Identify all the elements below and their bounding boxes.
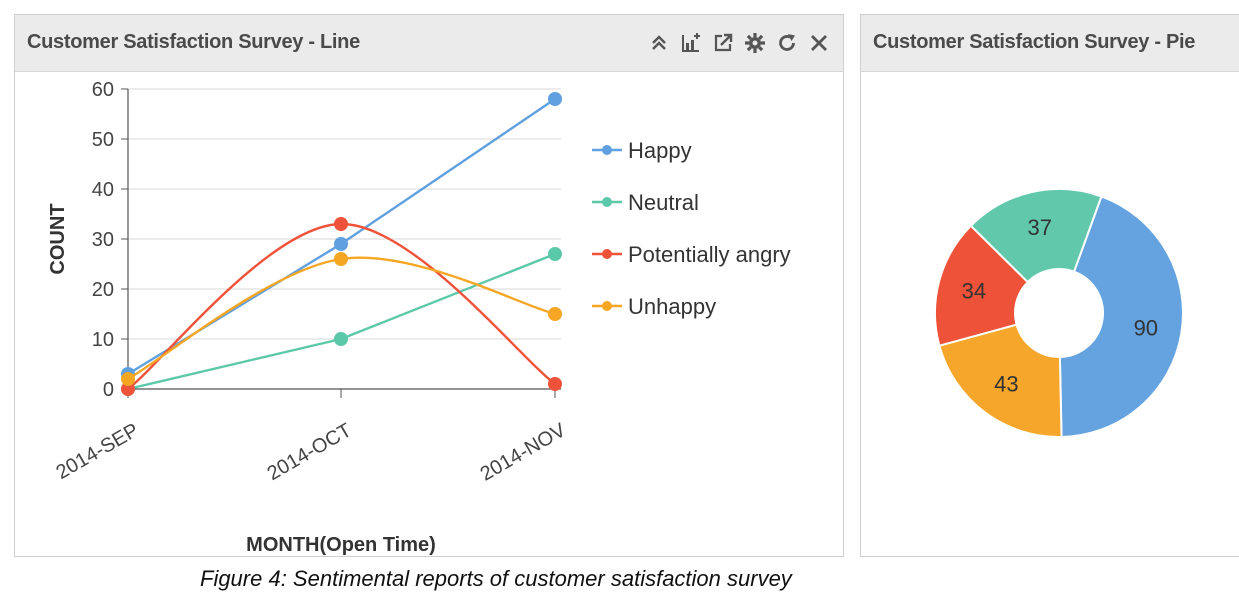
x-tick-label: 2014-OCT [264, 419, 356, 485]
line-chart: 0 10 20 30 40 50 60 2014-SEP 2014-OCT 2014-NOV MON… [47, 79, 791, 556]
y-tick-label: 50 [92, 129, 114, 151]
legend-label: Happy [628, 138, 692, 163]
pie-slice-label: 37 [1027, 215, 1051, 240]
gear-icon[interactable] [743, 31, 767, 55]
pie-chart: 90 43 34 37 [934, 188, 1184, 438]
y-tick-label: 60 [92, 79, 114, 101]
data-point-potentially-angry [548, 377, 562, 391]
pie-panel-header: Customer Satisfaction Survey - Pie [861, 15, 1239, 72]
legend-swatch-marker [602, 301, 612, 311]
y-tick-label: 10 [92, 329, 114, 351]
y-tick-label: 30 [92, 229, 114, 251]
pie-slice-neutral [969, 188, 1103, 284]
series-line-unhappy [127, 256, 556, 381]
line-chart-panel: Customer Satisfaction Survey - Line 0 10 2… [14, 14, 844, 557]
pie-slice-unhappy [938, 323, 1063, 438]
pie-chart-panel: Customer Satisfaction Survey - Pie 90 43 3… [860, 14, 1239, 557]
popout-icon[interactable] [711, 31, 735, 55]
legend-label: Unhappy [628, 294, 716, 319]
line-panel-toolbar [647, 31, 831, 55]
chart-export-icon[interactable] [679, 31, 703, 55]
collapse-icon[interactable] [647, 31, 671, 55]
data-point-happy [334, 237, 348, 251]
data-point-neutral [334, 332, 348, 346]
data-point-unhappy [548, 307, 562, 321]
data-point-potentially-angry [334, 217, 348, 231]
y-axis-title: COUNT [47, 203, 69, 274]
close-icon[interactable] [807, 31, 831, 55]
legend-swatch-marker [602, 249, 612, 259]
pie-panel-title: Customer Satisfaction Survey - Pie [873, 31, 1196, 53]
data-point-happy [548, 92, 562, 106]
legend-swatch-marker [602, 197, 612, 207]
pie-slice-potentially-angry [934, 224, 1030, 347]
x-tick-label: 2014-SEP [53, 419, 143, 484]
data-point-unhappy [121, 372, 135, 386]
y-tick-label: 20 [92, 279, 114, 301]
pie-slice-label: 34 [962, 279, 986, 304]
pie-slice-label: 43 [994, 371, 1018, 396]
pie-slice-happy [1058, 195, 1184, 438]
pie-slice-label: 90 [1134, 315, 1158, 340]
legend-label: Neutral [628, 190, 699, 215]
line-panel-header: Customer Satisfaction Survey - Line [15, 15, 843, 72]
y-tick-label: 40 [92, 179, 114, 201]
data-point-unhappy [334, 252, 348, 266]
data-point-potentially-angry [121, 382, 135, 396]
line-panel-title: Customer Satisfaction Survey - Line [27, 31, 360, 53]
data-point-neutral [548, 247, 562, 261]
x-axis-title: MONTH(Open Time) [246, 534, 436, 556]
legend-label: Potentially angry [628, 242, 791, 267]
y-tick-label: 0 [103, 379, 114, 401]
legend-swatch-marker [602, 145, 612, 155]
refresh-icon[interactable] [775, 31, 799, 55]
figure-caption: Figure 4: Sentimental reports of custome… [200, 566, 792, 591]
x-tick-label: 2014-NOV [477, 419, 570, 486]
